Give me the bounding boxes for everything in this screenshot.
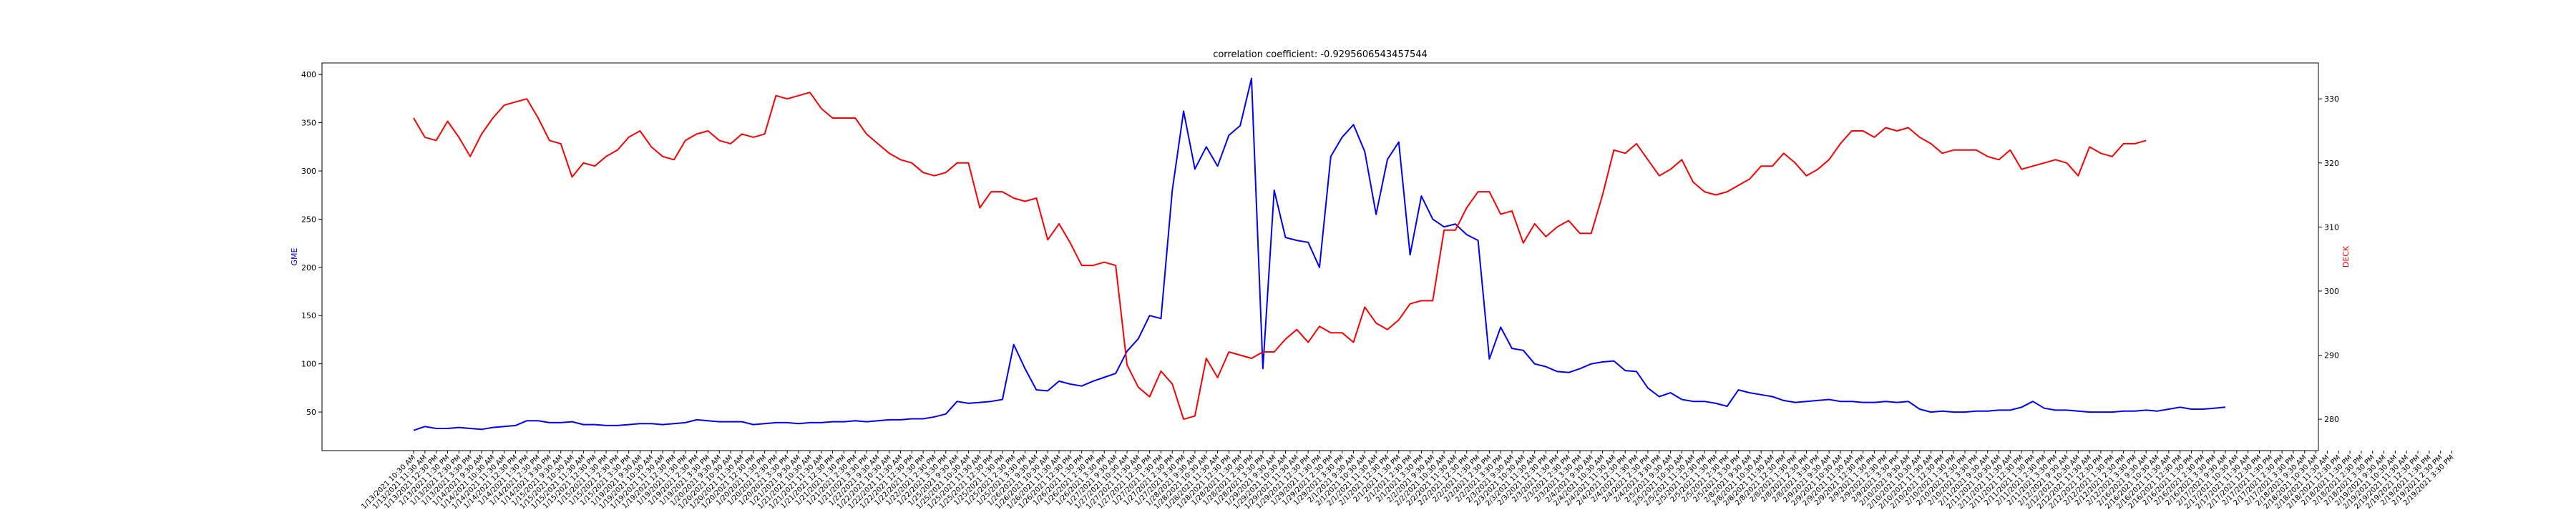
chart-title: correlation coefficient: -0.929560654345…	[1213, 49, 1428, 60]
left-axis-label: GME	[290, 247, 299, 265]
right-tick-label: 320	[2324, 159, 2339, 168]
series-line-gme	[413, 77, 2226, 431]
right-axis-label: DECK	[2341, 245, 2351, 268]
right-tick-label: 280	[2324, 415, 2339, 424]
series-line-deck	[413, 92, 2147, 421]
right-tick-label: 290	[2324, 351, 2339, 360]
plot-frame	[321, 62, 2319, 451]
tick-layer: 50 100 150 200 250 300 350 400 280 290 300 310 320 33…	[301, 70, 2339, 424]
left-tick-label: 200	[301, 263, 316, 273]
left-tick-label: 300	[301, 167, 316, 176]
right-tick-label: 300	[2324, 287, 2339, 296]
left-tick-label: 150	[301, 311, 316, 320]
right-tick-label: 310	[2324, 222, 2339, 232]
x-tick-layer: 1/13/2021 10:30 AM1/13/2021 11:30 AM1/13…	[360, 451, 2456, 511]
left-tick-label: 400	[301, 70, 316, 79]
left-tick-label: 50	[306, 408, 316, 417]
left-tick-label: 250	[301, 215, 316, 224]
left-tick-label: 350	[301, 119, 316, 128]
series-layer	[413, 77, 2226, 431]
right-tick-label: 330	[2324, 94, 2339, 104]
left-tick-label: 100	[301, 360, 316, 369]
